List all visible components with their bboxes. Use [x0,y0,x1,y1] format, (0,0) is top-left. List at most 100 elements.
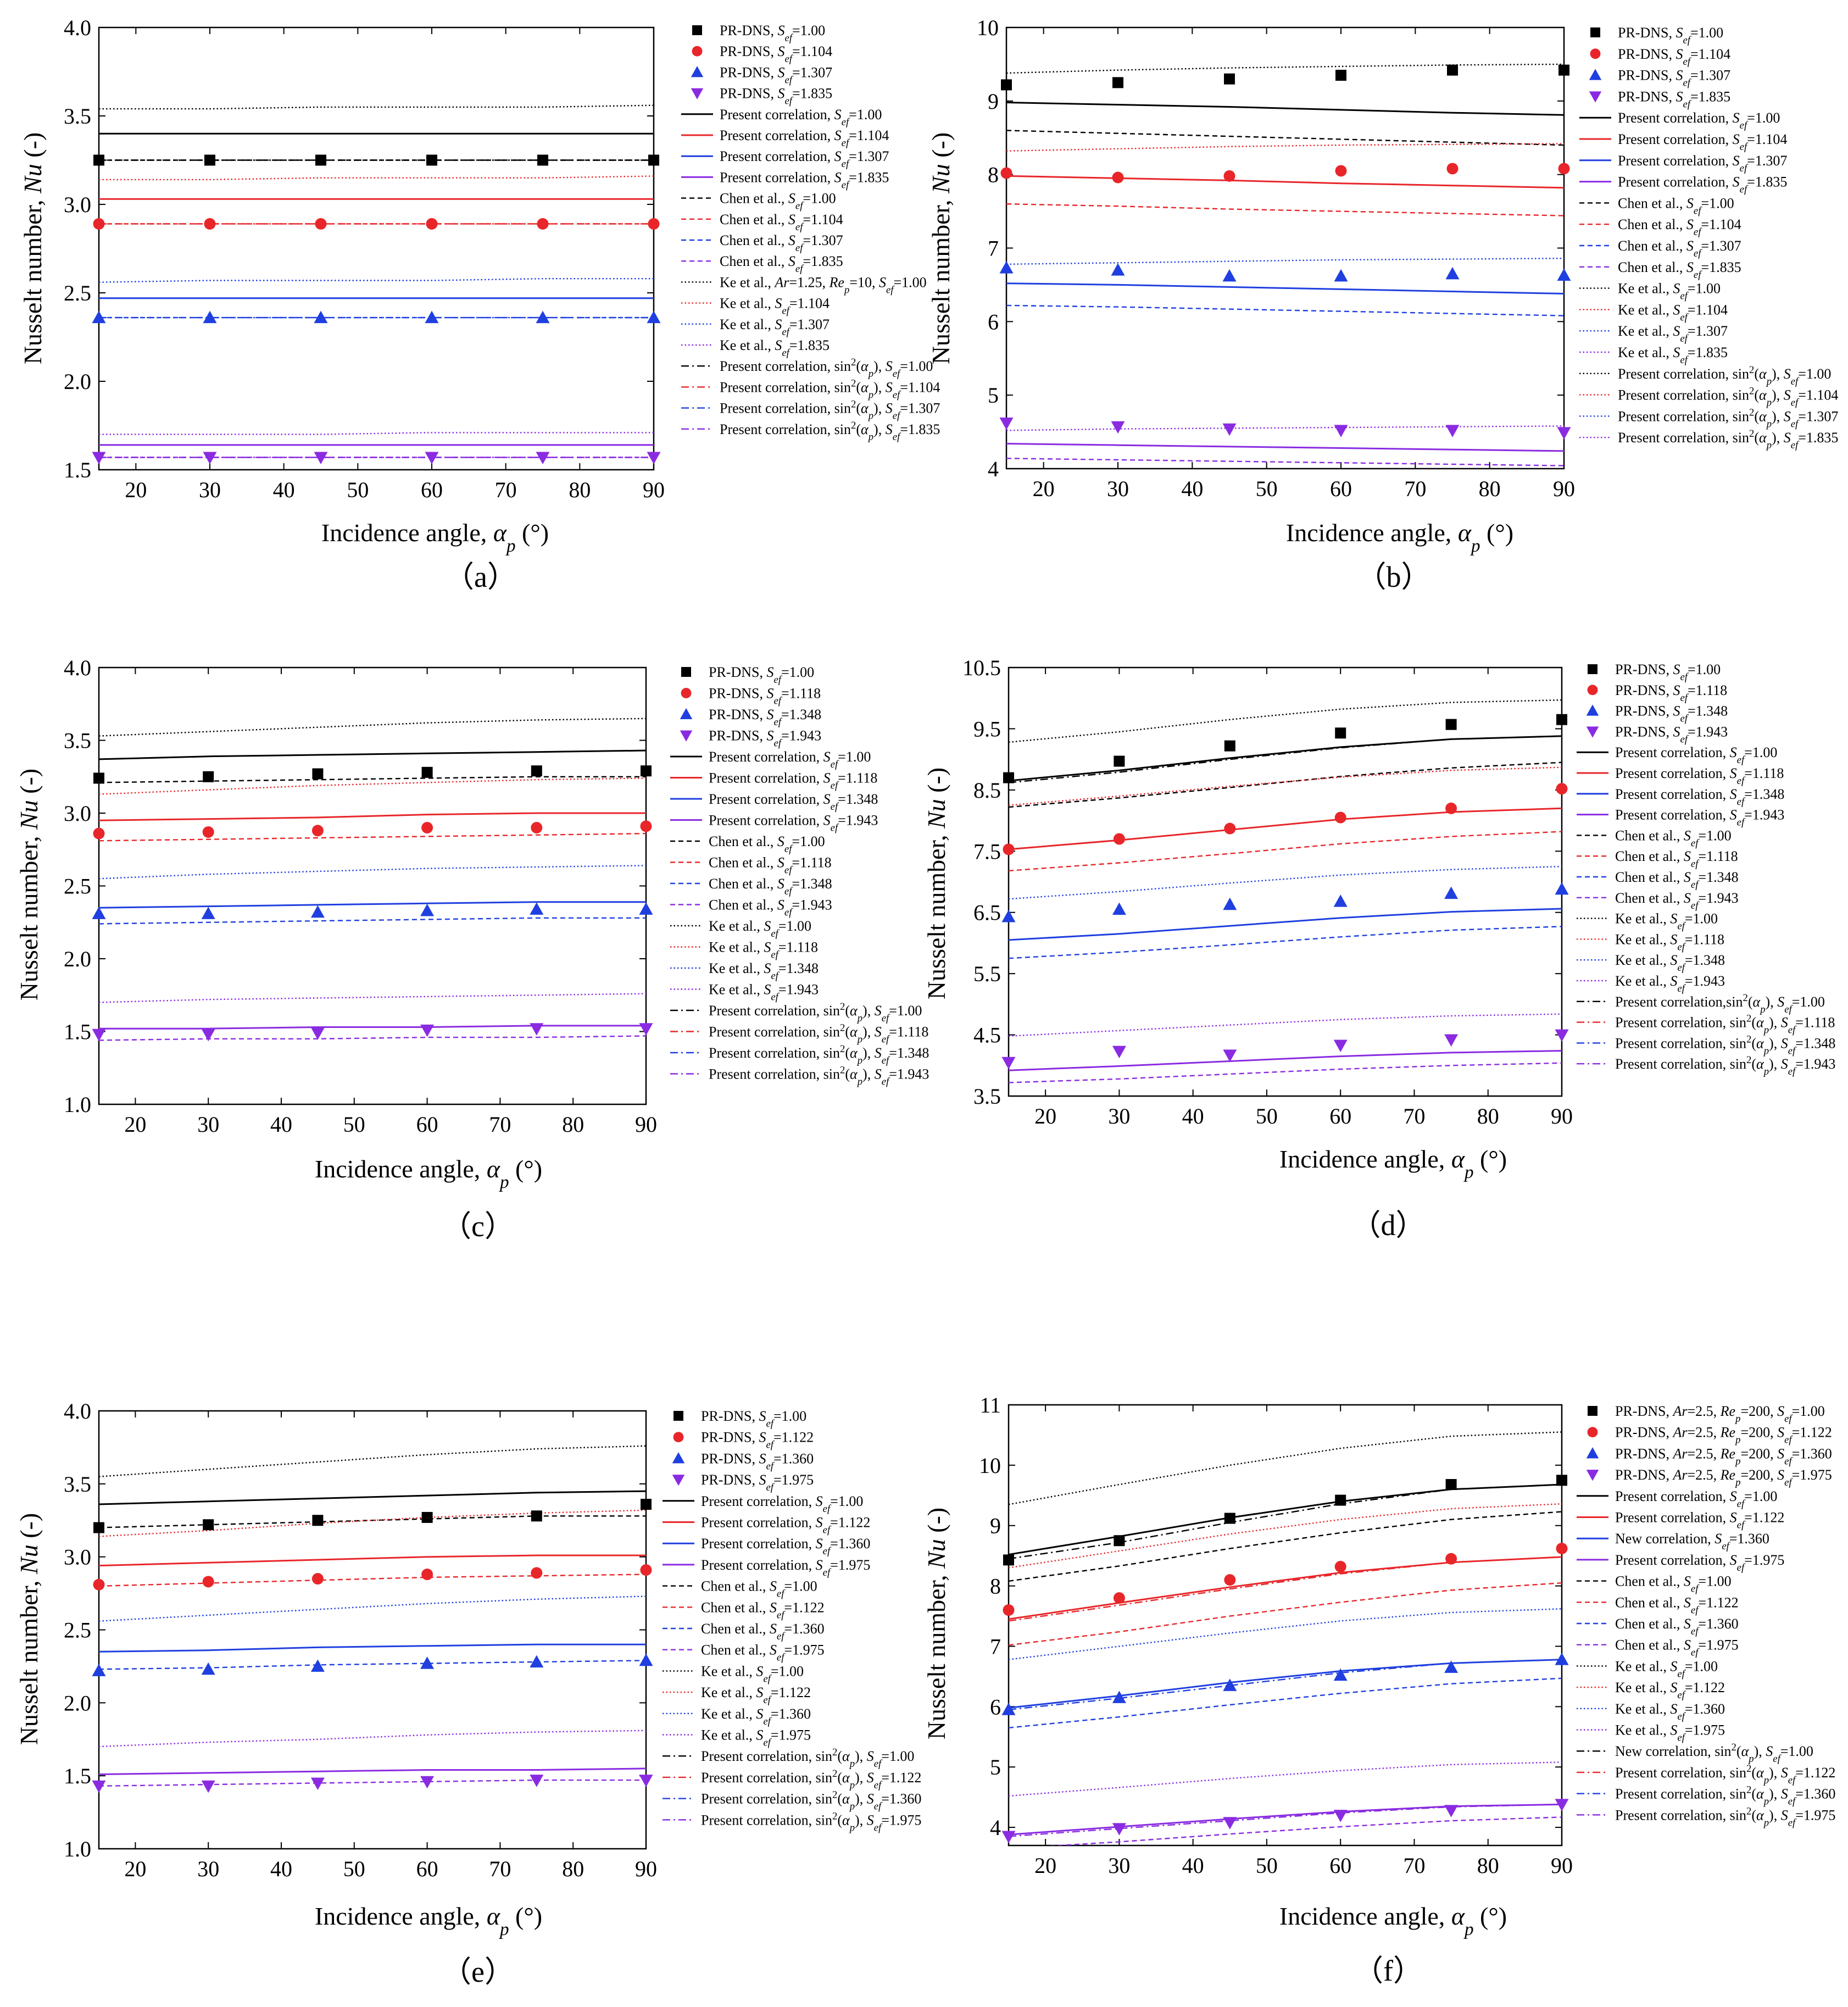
series-line [99,1554,646,1567]
data-point [1334,269,1348,282]
data-point [536,310,550,324]
data-point [93,827,105,840]
legend-label: PR-DNS, Sef=1.835 [720,86,832,107]
y-tick-label: 2.0 [64,1691,91,1715]
data-point [648,154,659,166]
legend-marker [692,25,702,35]
data-point [1223,1817,1237,1830]
y-tick-label: 3.5 [64,104,91,129]
legend-label: Chen et al., Sef=1.943 [709,897,832,919]
y-tick-label: 3.0 [64,192,91,217]
x-tick-label: 60 [416,1112,438,1137]
series-line [99,832,646,842]
legend-label: Present correlation, sin2(αp), Sef=1.00 [709,1001,922,1024]
data-point [92,907,106,919]
data-point [1333,1668,1348,1681]
series-line [1009,831,1562,872]
panel-b: 20 30 40 50 60 70 80 90 4 5 6 7 8 9 10 Incidence angle,… [927,15,1838,593]
series-line [1006,63,1564,74]
x-tick-label: 90 [643,477,665,502]
data-point [1001,1831,1016,1844]
legend-label: PR-DNS, Sef=1.00 [720,23,825,44]
x-tick-label: 50 [343,1856,365,1881]
legend-label: PR-DNS, Sef=1.104 [720,43,832,65]
curves [99,104,654,458]
legend-label: Present correlation, Sef=1.104 [1618,131,1787,153]
x-tick-label: 80 [1477,1104,1499,1128]
data-point [1114,755,1125,767]
y-tick-label: 2.0 [64,947,91,971]
legend-label: Present correlation, Sef=1.00 [1615,1488,1777,1510]
series-line [99,1035,646,1041]
series-line [1006,130,1564,146]
x-tick-label: 90 [1551,1853,1573,1878]
legend-label: Ke et al., Sef=1.00 [701,1663,804,1684]
data-point [203,771,214,782]
legend-label: Present correlation, Sef=1.118 [709,770,877,792]
legend-label: Present correlation, Sef=1.835 [720,169,889,191]
y-tick-label: 1.5 [64,1020,91,1044]
legend-label: Chen et al., Sef=1.307 [720,232,843,254]
data-point [1001,1057,1016,1070]
y-axis-label-group: Nusselt number, Nu (-) [19,132,47,364]
panel-c: 20 30 40 50 60 70 80 90 1.0 1.5 2.0 2.5 3.0 3.5 4.0 Inc… [15,655,929,1243]
legend-label: Ke et al., Sef=1.00 [1615,911,1718,932]
x-tick-label: 80 [1477,1853,1499,1878]
data-point [1112,1691,1126,1703]
data-point [1114,1535,1125,1547]
series-line [1009,1483,1562,1560]
panel-caption: （e） [442,1955,514,1988]
data-point [647,310,661,324]
legend-label: Present correlation, sin2(αp), Sef=1.943 [709,1064,929,1087]
y-tick-label: 2.5 [64,874,91,899]
data-point [1447,64,1458,76]
legend-label: Present correlation, sin2(αp), Sef=1.975 [1615,1805,1835,1828]
y-tick-label: 3.5 [64,729,91,753]
legend-label: Present correlation, Sef=1.118 [1615,765,1784,787]
data-point [311,1573,324,1585]
y-axis-label-group: Nusselt number, Nu (-) [15,769,43,1000]
legend-label: Ke et al., Sef=1.104 [720,296,830,317]
legend-label: PR-DNS, Sef=1.348 [1615,703,1728,725]
x-tick-label: 40 [270,1112,292,1137]
panel-d: 20 30 40 50 60 70 80 90 3.5 4.5 5.5 6.5 7.5 8.5 9.5 10.… [922,655,1835,1242]
data-point [203,1519,214,1531]
series-line [99,812,646,821]
x-tick-label: 50 [1256,476,1278,501]
y-tick-label: 4.0 [64,1399,91,1424]
series-line [1009,908,1562,941]
y-tick-label: 6 [988,309,999,334]
y-axis-label: Nusselt number, Nu (-) [922,1508,950,1739]
series-line [1009,761,1562,808]
legend-marker [1586,726,1599,738]
x-tick-label: 30 [1108,1104,1130,1128]
y-axis-label-group: Nusselt number, Nu (-) [15,1513,43,1745]
data-point [315,218,327,230]
legend-label: Present correlation, sin2(αp), Sef=1.104 [1618,385,1838,408]
data-point [640,820,652,832]
y-tick-label: 8 [990,1574,1001,1599]
legend-marker [1590,48,1601,59]
data-point [1112,1823,1126,1836]
y-tick-label: 9 [990,1514,1001,1538]
legend-marker [692,46,703,57]
data-point [204,154,215,166]
data-point [426,218,438,230]
legend-label: Chen et al., Sef=1.975 [701,1642,825,1664]
data-point [1003,1554,1014,1566]
x-axis-label: Incidence angle, αp (°) [315,1155,542,1192]
y-tick-label: 6 [990,1694,1001,1719]
legend-label: PR-DNS, Sef=1.118 [709,686,821,707]
y-axis-label: Nusselt number, Nu (-) [15,1513,43,1745]
data-point [999,261,1014,274]
legend-label: Chen et al., Sef=1.975 [1615,1637,1739,1659]
series-line [1009,1582,1562,1646]
x-tick-label: 90 [635,1112,657,1137]
x-tick-label: 60 [1329,1104,1351,1128]
data-point [1224,822,1236,835]
data-point [1001,910,1016,922]
data-point [1111,263,1125,276]
x-tick-label: 60 [421,477,443,502]
y-tick-label: 5 [988,383,999,408]
